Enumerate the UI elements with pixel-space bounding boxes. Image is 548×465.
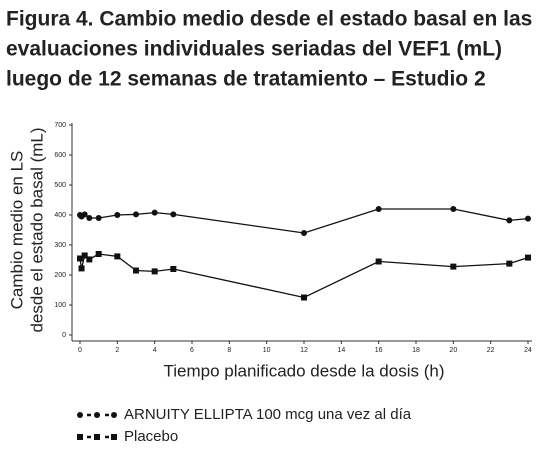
y-tick-label: 100 <box>54 302 66 309</box>
x-tick-label: 22 <box>487 347 495 354</box>
marker <box>95 251 102 257</box>
chart-title: Figura 4. Cambio medio desde el estado b… <box>6 8 532 31</box>
y-tick-label: 0 <box>62 332 66 339</box>
marker <box>86 256 93 263</box>
legend-marker <box>111 412 117 418</box>
marker <box>114 212 121 218</box>
y-tick-label: 300 <box>54 242 66 249</box>
series-line <box>79 253 529 299</box>
marker <box>450 206 457 212</box>
y-tick-label: 200 <box>54 272 66 279</box>
y-tick-label: 400 <box>54 212 66 219</box>
marker <box>506 217 513 224</box>
x-tick-label: 24 <box>524 347 532 354</box>
marker <box>95 215 102 221</box>
legend-marker <box>77 434 83 440</box>
y-axis-label: desde el estado basal (mL) <box>27 127 46 332</box>
y-tick-label: 600 <box>54 152 66 159</box>
marker <box>525 254 531 261</box>
marker <box>133 211 139 218</box>
legend-marker <box>77 412 83 418</box>
y-tick-label: 500 <box>54 182 66 189</box>
marker <box>375 206 382 212</box>
chart-title: evaluaciones individuales seriadas del V… <box>6 38 502 61</box>
x-tick-label: 20 <box>449 347 457 354</box>
legend-label: ARNUITY ELLIPTA 100 mcg una vez al día <box>124 406 412 423</box>
marker <box>170 211 177 218</box>
x-tick-label: 8 <box>227 347 231 354</box>
marker <box>81 211 88 218</box>
x-tick-label: 0 <box>78 347 82 354</box>
legend-marker <box>94 412 100 418</box>
legend-marker <box>111 434 117 440</box>
marker <box>375 258 382 265</box>
marker <box>170 266 177 272</box>
marker <box>133 267 139 274</box>
y-axis-label: Cambio medio en LS <box>7 151 26 310</box>
marker <box>81 252 88 259</box>
x-axis-label: Tiempo planificado desde la dosis (h) <box>164 361 445 380</box>
marker <box>301 294 307 301</box>
marker <box>525 215 531 222</box>
marker <box>78 265 85 272</box>
marker <box>77 255 83 262</box>
x-tick-label: 12 <box>300 347 308 354</box>
marker <box>86 215 93 221</box>
marker <box>301 230 307 236</box>
x-tick-label: 16 <box>375 347 383 354</box>
x-tick-label: 2 <box>115 347 119 354</box>
marker <box>506 260 513 267</box>
x-tick-label: 10 <box>263 347 271 354</box>
marker <box>151 209 158 216</box>
marker <box>114 253 121 260</box>
series-line <box>79 208 529 234</box>
x-tick-label: 14 <box>337 347 345 354</box>
legend-marker <box>94 434 100 440</box>
x-tick-label: 18 <box>412 347 420 354</box>
legend-label: Placebo <box>124 428 178 445</box>
marker <box>151 268 158 275</box>
y-tick-label: 700 <box>54 122 66 129</box>
x-tick-label: 4 <box>153 347 157 354</box>
chart-title: luego de 12 semanas de tratamiento – Est… <box>6 68 486 91</box>
x-tick-label: 6 <box>190 347 194 354</box>
marker <box>450 263 457 270</box>
